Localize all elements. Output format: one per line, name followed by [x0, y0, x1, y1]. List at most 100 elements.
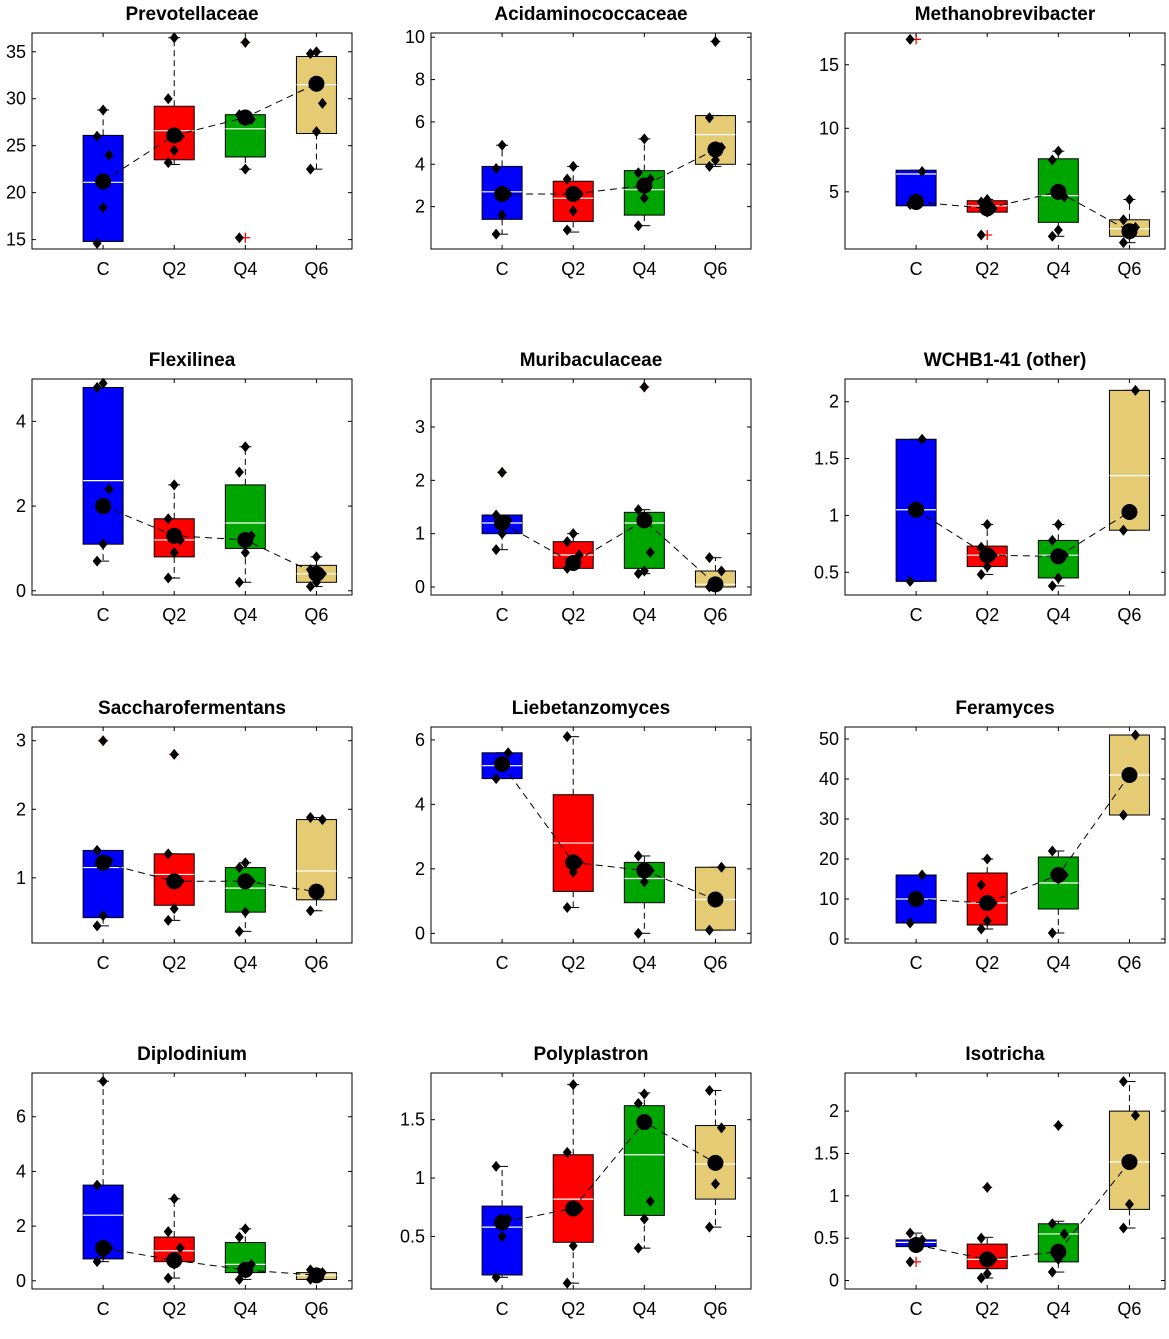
- mean-marker: [494, 756, 511, 773]
- data-point: [311, 126, 321, 138]
- box-c: [82, 377, 124, 567]
- y-tick-label: 20: [6, 183, 26, 203]
- y-tick-label: 0: [415, 923, 425, 943]
- x-tick-label: Q6: [304, 1299, 328, 1319]
- data-point: [240, 163, 250, 175]
- data-point: [568, 160, 578, 172]
- mean-marker: [95, 1239, 112, 1256]
- data-point: [169, 903, 179, 915]
- data-point: [716, 1122, 726, 1134]
- panel-0: Prevotellaceae 15 20 25 30 35 C Q2 Q4 Q6: [6, 4, 353, 279]
- y-tick-label: 20: [819, 849, 839, 869]
- y-tick-label: 4: [16, 1161, 26, 1181]
- y-tick-label: 2: [16, 799, 26, 819]
- panel-2: Methanobrevibacter 5 10 15 C Q2 Q4 Q6: [819, 4, 1166, 279]
- mean-marker: [494, 515, 511, 531]
- panel-title: Muribaculaceae: [520, 350, 663, 371]
- x-tick-label: C: [97, 605, 110, 625]
- data-point: [562, 731, 572, 743]
- x-tick-label: Q4: [632, 605, 656, 625]
- data-point: [104, 149, 114, 161]
- mean-marker: [1121, 767, 1138, 783]
- data-point: [568, 528, 578, 540]
- data-point: [92, 1179, 102, 1191]
- data-point: [497, 1230, 507, 1242]
- data-point: [633, 850, 643, 862]
- data-point: [317, 97, 327, 109]
- box-c: [82, 1075, 124, 1268]
- x-tick-label: Q2: [561, 953, 585, 973]
- data-point: [562, 1277, 572, 1289]
- data-point: [1047, 580, 1057, 592]
- x-tick-label: Q6: [1117, 953, 1141, 973]
- data-point: [639, 1213, 649, 1225]
- x-tick-label: C: [910, 1299, 923, 1319]
- data-point: [92, 1256, 102, 1268]
- y-tick-label: 30: [6, 89, 26, 109]
- data-point: [982, 519, 992, 531]
- box-q6: [1108, 193, 1150, 249]
- x-tick-label: Q4: [1046, 259, 1070, 279]
- box-iqr: [82, 1184, 124, 1260]
- panel-title: WCHB1-41 (other): [924, 350, 1087, 371]
- x-tick-label: Q6: [703, 1299, 727, 1319]
- x-tick-label: Q6: [304, 259, 328, 279]
- mean-marker: [95, 498, 112, 515]
- axes-frame: [31, 378, 353, 596]
- data-point: [639, 565, 649, 577]
- box-q2: [153, 32, 195, 169]
- data-point: [710, 1178, 720, 1190]
- mean-marker: [908, 501, 925, 518]
- box-q6: [295, 812, 337, 917]
- y-tick-label: 25: [6, 136, 26, 156]
- data-point: [1130, 729, 1140, 741]
- data-point: [169, 748, 179, 760]
- mean-marker: [237, 1261, 254, 1278]
- data-point: [1047, 845, 1057, 857]
- mean-marker: [979, 200, 996, 217]
- data-point: [562, 902, 572, 914]
- y-tick-label: 10: [819, 118, 839, 138]
- y-tick-label: 6: [415, 112, 425, 132]
- y-tick-label: 1.5: [400, 1110, 425, 1130]
- axes-frame: [844, 378, 1166, 596]
- panel-title: Isotricha: [965, 1044, 1045, 1065]
- mean-marker: [308, 75, 325, 92]
- box-q4: [623, 381, 665, 580]
- box-q4: [1037, 845, 1079, 939]
- mean-marker: [1050, 548, 1067, 565]
- box-iqr: [153, 853, 195, 906]
- mean-marker: [1050, 867, 1067, 883]
- data-point: [491, 228, 501, 240]
- mean-marker: [237, 109, 254, 126]
- mean-marker: [565, 1200, 582, 1217]
- data-point: [982, 915, 992, 927]
- x-tick-label: C: [97, 259, 110, 279]
- y-tick-label: 0: [829, 929, 839, 949]
- data-point: [710, 154, 720, 166]
- panel-5: WCHB1-41 (other) 0.5 1 1.5 2 C Q2 Q4 Q6: [814, 350, 1166, 625]
- data-point: [305, 812, 315, 824]
- data-point: [163, 513, 173, 525]
- panel-8: Feramyces 0 10 20 30 40 50 C Q2 Q4 Q6: [819, 698, 1166, 973]
- mean-marker: [636, 177, 653, 194]
- data-point: [710, 35, 720, 47]
- data-point: [633, 1097, 643, 1109]
- data-point: [1053, 572, 1063, 584]
- data-point: [982, 561, 992, 573]
- data-point: [633, 167, 643, 179]
- y-tick-label: 10: [819, 889, 839, 909]
- data-point: [704, 552, 714, 564]
- mean-marker: [565, 555, 582, 571]
- x-tick-label: Q4: [233, 953, 257, 973]
- data-point: [92, 555, 102, 567]
- panel-1: Acidaminococcaceae 2 4 6 8 10 C Q2 Q4 Q6: [405, 4, 752, 279]
- y-tick-label: 0: [415, 577, 425, 597]
- data-point: [497, 209, 507, 221]
- x-tick-label: C: [496, 953, 509, 973]
- data-point: [633, 927, 643, 939]
- data-point: [1130, 1109, 1140, 1121]
- axes-frame: [430, 378, 752, 596]
- data-point: [163, 157, 173, 169]
- x-tick-label: Q2: [162, 259, 186, 279]
